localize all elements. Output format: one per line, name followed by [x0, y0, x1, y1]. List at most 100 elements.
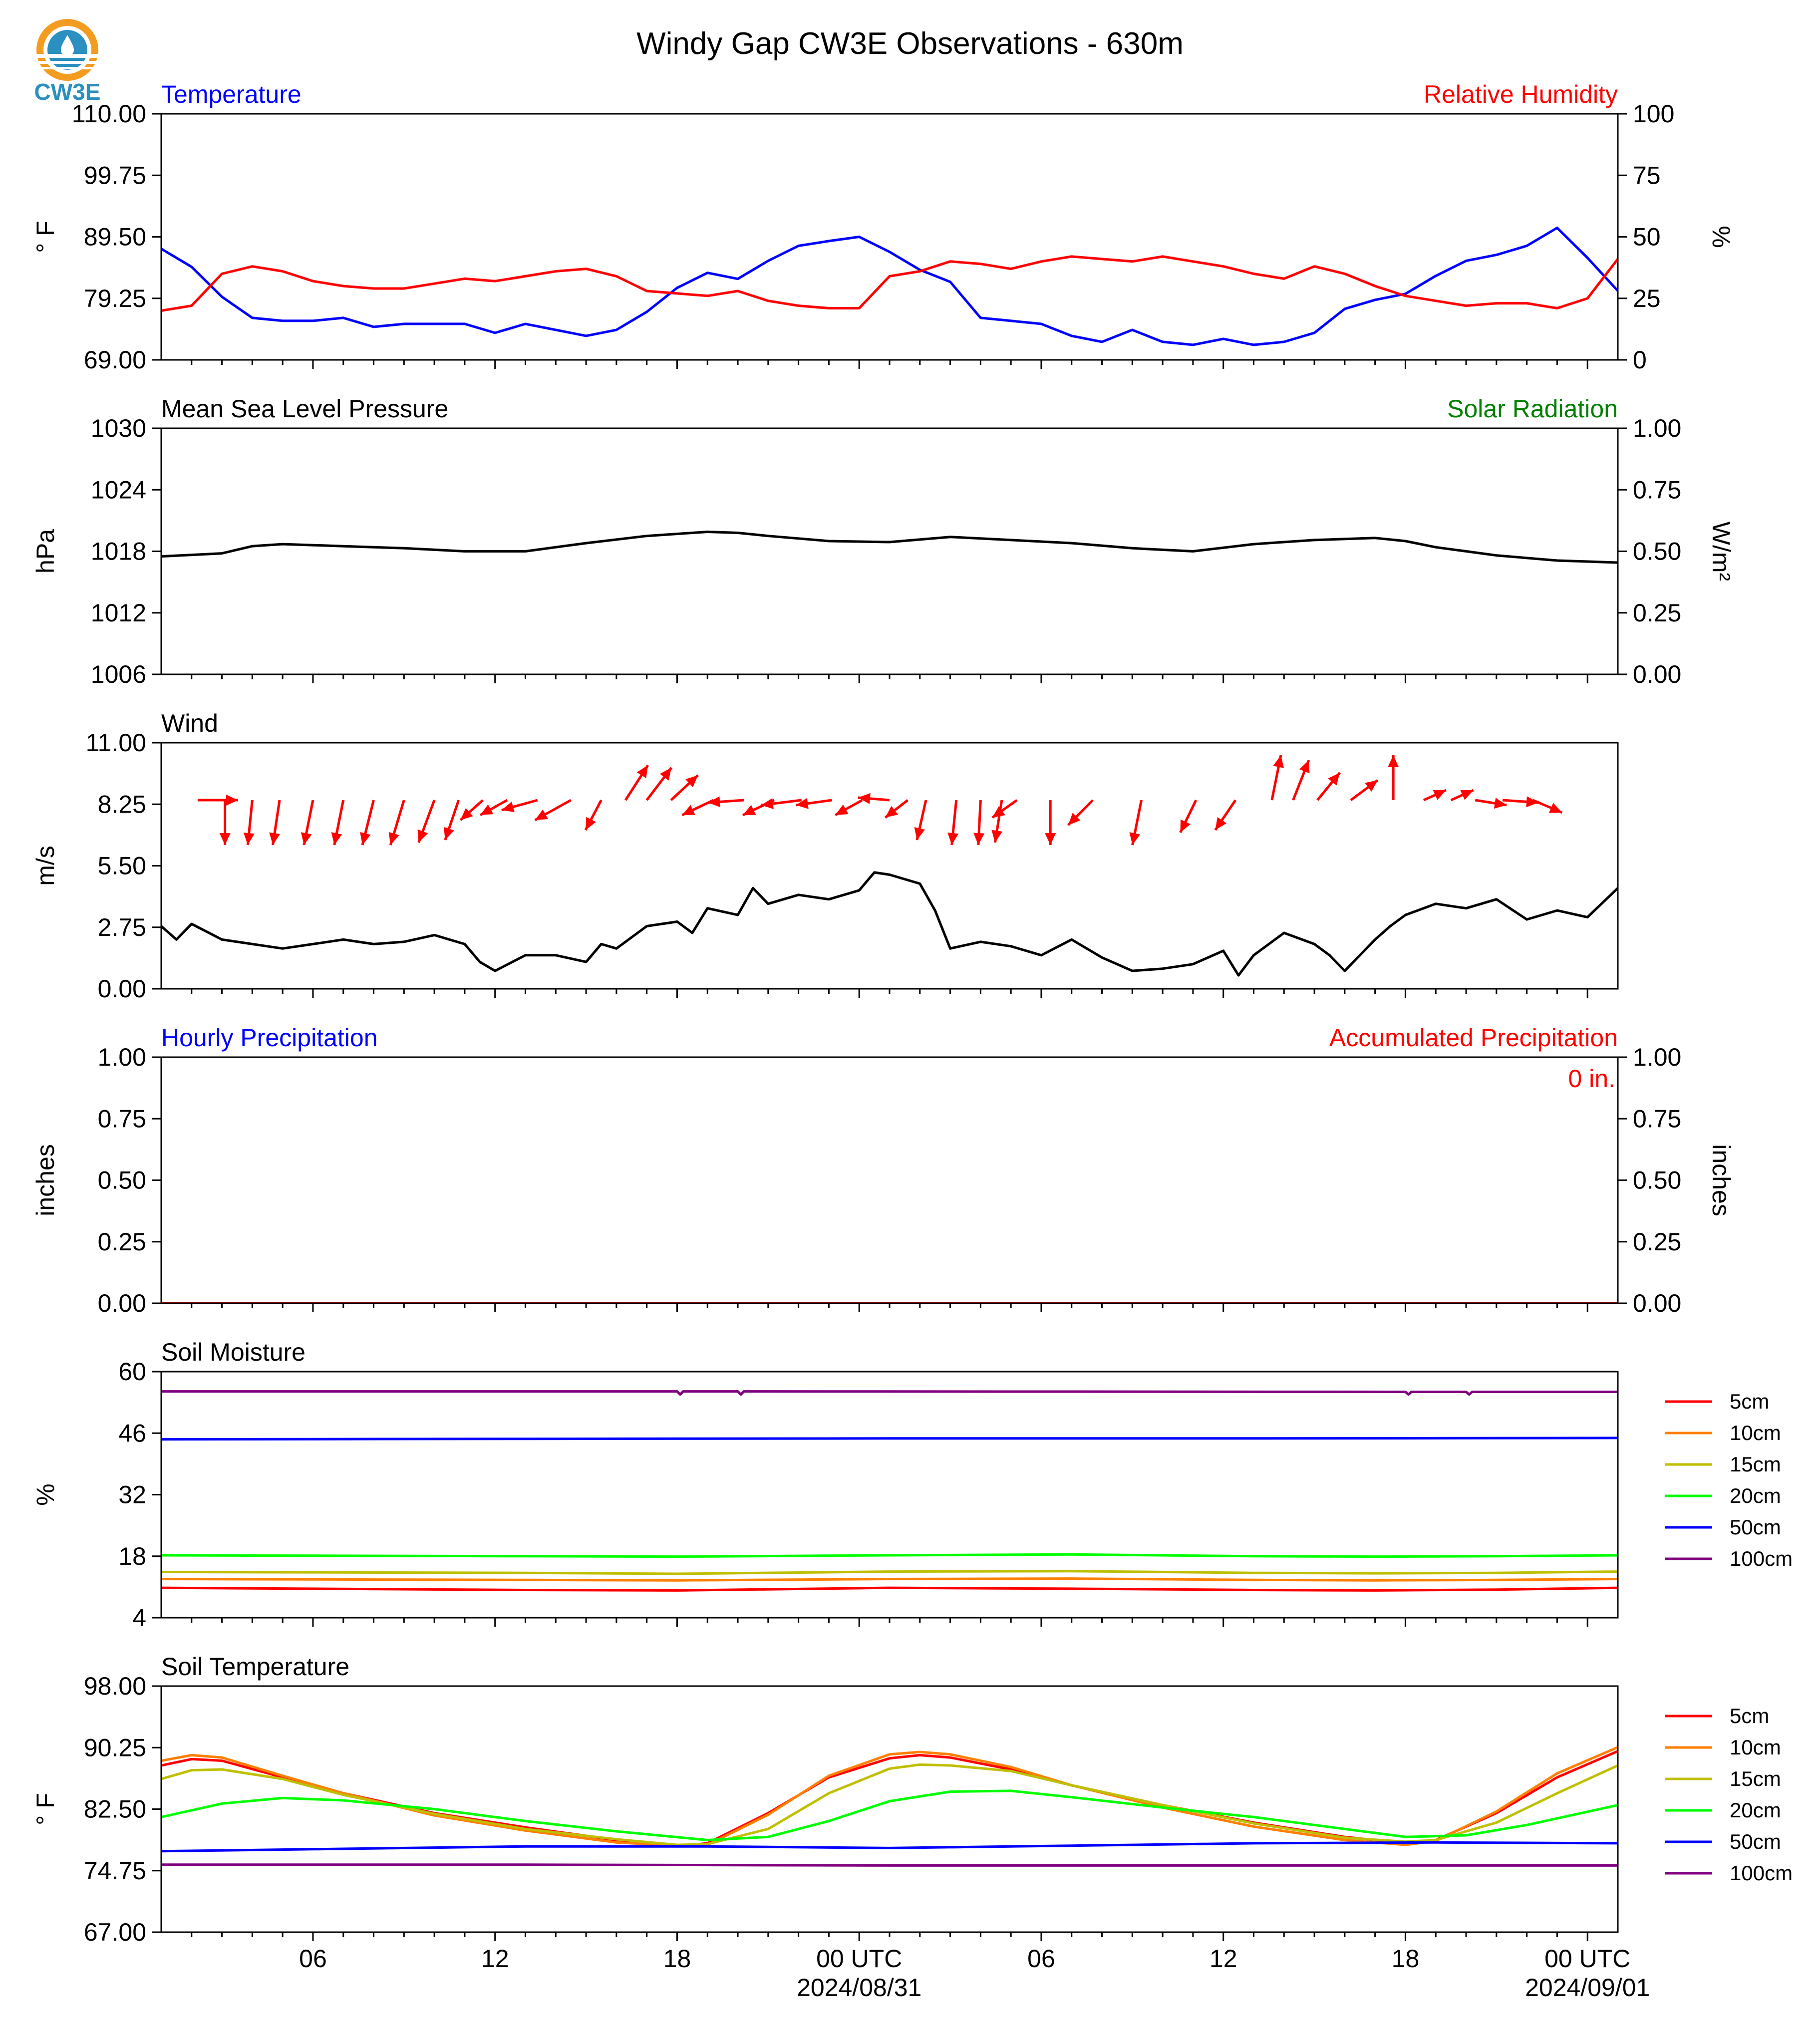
- panel-pressure: Mean Sea Level Pressure Solar Radiation 10…: [31, 395, 1735, 688]
- panel-precip: Hourly Precipitation Accumulated Precipit…: [31, 1024, 1735, 1317]
- pressure-title-right: Solar Radiation: [1447, 395, 1618, 423]
- precip-ylabel-left: inches: [31, 1144, 59, 1216]
- precip-ytick-label-right: 0.50: [1633, 1166, 1681, 1194]
- x-date-label: 2024/09/01: [1525, 1974, 1650, 2002]
- x-tick-label: 12: [481, 1945, 509, 1973]
- precip-title-right: Accumulated Precipitation: [1329, 1024, 1618, 1052]
- x-date-label: 2024/08/31: [797, 1974, 921, 2002]
- wind-ytick-label-left: 0.00: [98, 975, 146, 1003]
- temp-ylabel-left: ° F: [31, 221, 59, 253]
- soilmoist-series-10cm: [161, 1577, 1618, 1582]
- precip-ytick-label-left: 0.00: [98, 1289, 146, 1317]
- pressure-ytick-label-left: 1012: [91, 599, 146, 627]
- precip-frame: [160, 1056, 1619, 1304]
- wind-arrow-head: [796, 798, 809, 809]
- pressure-ytick-label-left: 1018: [91, 538, 146, 566]
- cw3e-logo-mark: CW3E: [34, 19, 100, 105]
- cw3e-logo: CW3E: [25, 15, 110, 105]
- soilmoist-legend-label: 100cm: [1730, 1547, 1793, 1570]
- wind-series-black: [161, 871, 1618, 977]
- wind-arrow-head: [1299, 760, 1310, 774]
- wind-arrow-head: [480, 804, 494, 815]
- wind-arrow-head: [1215, 817, 1227, 830]
- pressure-ytick-label-right: 0.75: [1633, 476, 1681, 504]
- soiltemp-legend-label: 20cm: [1730, 1798, 1781, 1822]
- temp-frame: [160, 113, 1619, 361]
- soiltemp-legend-label: 50cm: [1730, 1830, 1781, 1853]
- wind-ytick-label-left: 2.75: [98, 913, 146, 941]
- wind-arrow-head: [1328, 773, 1340, 786]
- wind-title-left: Wind: [161, 709, 218, 737]
- soilmoist-ytick-label-left: 46: [118, 1419, 146, 1447]
- soilmoist-ytick-label-left: 60: [118, 1358, 146, 1386]
- x-tick-label: 18: [1392, 1945, 1420, 1973]
- wind-arrow-head: [742, 805, 756, 815]
- wind-arrow-head: [885, 806, 899, 818]
- wind-arrow-head: [1045, 833, 1056, 845]
- temp-title-left: Temperature: [161, 80, 302, 108]
- soiltemp-ylabel-left: ° F: [31, 1793, 59, 1825]
- precip-ytick-label-right: 0.75: [1633, 1105, 1681, 1133]
- wind-arrow-head: [1548, 803, 1562, 813]
- wind-arrow-head: [835, 804, 849, 815]
- panels: Temperature Relative Humidity 69.00 79.25 89…: [31, 80, 1793, 2002]
- figure-title: Windy Gap CW3E Observations - 630m: [636, 26, 1184, 61]
- pressure-ytick-label-right: 1.00: [1633, 414, 1681, 442]
- wind-ytick-label-left: 8.25: [98, 790, 146, 818]
- wind-arrow-head: [761, 798, 774, 809]
- pressure-series-black: [161, 531, 1618, 564]
- wind-arrow-head: [417, 829, 428, 843]
- soilmoist-series-100cm: [161, 1390, 1618, 1396]
- soilmoist-series-50cm: [161, 1437, 1618, 1441]
- pressure-title-left: Mean Sea Level Pressure: [161, 395, 448, 423]
- soiltemp-legend-label: 15cm: [1730, 1767, 1781, 1790]
- wind-arrow-head: [535, 809, 549, 820]
- soiltemp-series-50cm: [161, 1841, 1618, 1853]
- precip-ytick-label-left: 0.25: [98, 1228, 146, 1256]
- wind-arrow-head: [947, 833, 959, 845]
- temp-ytick-label-left: 110.00: [72, 100, 146, 128]
- soiltemp-legend-label: 5cm: [1730, 1704, 1769, 1728]
- panel-temp: Temperature Relative Humidity 69.00 79.25 89…: [31, 80, 1735, 374]
- precip-title-left: Hourly Precipitation: [161, 1024, 378, 1052]
- temp-ytick-label-right: 75: [1633, 161, 1661, 189]
- soilmoist-legend-label: 15cm: [1730, 1452, 1781, 1476]
- pressure-ytick-label-right: 0.50: [1633, 538, 1681, 566]
- wind-arrow-head: [914, 827, 925, 840]
- wind-barbs: [197, 755, 1563, 846]
- wind-arrow-head: [501, 801, 515, 813]
- soilmoist-ylabel-left: %: [31, 1483, 59, 1505]
- soiltemp-ytick-label-left: 98.00: [84, 1672, 146, 1700]
- soiltemp-series-20cm: [161, 1789, 1618, 1841]
- wind-arrow-head: [1460, 790, 1474, 800]
- soilmoist-ytick-label-left: 32: [118, 1481, 146, 1509]
- temp-series-red: [161, 255, 1618, 312]
- temp-ytick-label-left: 79.25: [84, 285, 146, 312]
- pressure-ytick-label-right: 0.00: [1633, 660, 1681, 688]
- soilmoist-legend-label: 10cm: [1730, 1421, 1781, 1445]
- precip-ytick-label-right: 0.25: [1633, 1228, 1681, 1256]
- soilmoist-legend-label: 20cm: [1730, 1484, 1781, 1507]
- temp-ytick-label-right: 0: [1633, 346, 1647, 374]
- pressure-ylabel-left: hPa: [31, 529, 59, 574]
- soilmoist-legend-label: 50cm: [1730, 1515, 1781, 1539]
- x-tick-label: 12: [1210, 1945, 1237, 1973]
- soiltemp-legend-label: 100cm: [1730, 1861, 1793, 1885]
- wind-arrow-head: [685, 775, 698, 788]
- x-tick-label: 06: [1027, 1945, 1055, 1973]
- temp-ytick-label-left: 89.50: [84, 223, 146, 251]
- wind-arrow-head: [585, 817, 596, 830]
- panel-soilmoist: Soil Moisture 4 18 32 46 60% 5cm 10cm 15cm 20cm 50…: [31, 1338, 1793, 1632]
- wind-arrow-head: [659, 768, 672, 781]
- wind-arrow-head: [973, 833, 985, 845]
- wind-arrow-head: [1180, 819, 1191, 833]
- wind-arrow-head: [388, 832, 399, 845]
- soiltemp-frame: [160, 1685, 1619, 1933]
- wind-arrow-head: [636, 765, 648, 779]
- soiltemp-ytick-label-left: 67.00: [84, 1918, 146, 1946]
- soiltemp-ytick-label-left: 74.75: [84, 1857, 146, 1885]
- panel-wind: Wind 0.00 2.75 5.50 8.25 11.00 m/s: [31, 709, 1619, 1003]
- temp-ytick-label-left: 69.00: [84, 346, 146, 374]
- precip-ytick-label-left: 1.00: [98, 1043, 146, 1071]
